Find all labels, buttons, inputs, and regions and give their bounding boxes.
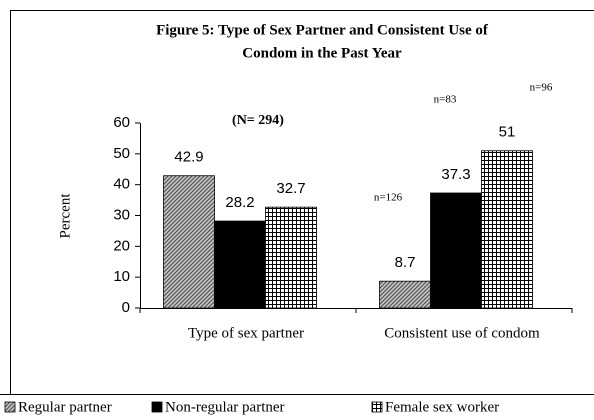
legend-swatch xyxy=(151,401,163,413)
y-tick-label: 50 xyxy=(113,145,130,162)
y-tick-label: 20 xyxy=(113,237,130,254)
legend-label: Non-regular partner xyxy=(165,399,285,415)
value-label: 8.7 xyxy=(395,254,416,271)
bar xyxy=(430,192,482,309)
bar xyxy=(163,175,215,309)
chart-title: Condom in the Past Year xyxy=(242,45,402,61)
annotation: n=96 xyxy=(530,82,553,94)
annotation: n=83 xyxy=(434,94,457,106)
legend-swatch xyxy=(371,401,383,413)
y-tick-label: 30 xyxy=(113,206,130,223)
value-label: 32.7 xyxy=(276,180,305,197)
y-tick-label: 10 xyxy=(113,268,130,285)
legend-label: Female sex worker xyxy=(385,399,499,415)
annotation: n=126 xyxy=(374,192,403,204)
annotation: (N= 294) xyxy=(232,113,284,128)
chart-title: Figure 5: Type of Sex Partner and Consis… xyxy=(156,22,489,38)
value-label: 28.2 xyxy=(225,194,254,211)
legend-label: Regular partner xyxy=(18,399,112,415)
value-label: 42.9 xyxy=(174,149,203,166)
bar xyxy=(214,220,266,309)
bar xyxy=(265,206,317,309)
bar xyxy=(481,150,533,309)
value-label: 37.3 xyxy=(441,166,470,183)
x-tick-label: Consistent use of condom xyxy=(384,325,540,341)
y-axis-label: Percent xyxy=(57,193,73,239)
bar xyxy=(379,280,431,309)
y-tick-label: 60 xyxy=(113,114,130,131)
x-tick-label: Type of sex partner xyxy=(188,325,304,341)
y-tick-label: 40 xyxy=(113,176,130,193)
y-tick-label: 0 xyxy=(122,299,130,316)
legend-swatch xyxy=(4,401,16,413)
value-label: 51 xyxy=(499,124,516,141)
